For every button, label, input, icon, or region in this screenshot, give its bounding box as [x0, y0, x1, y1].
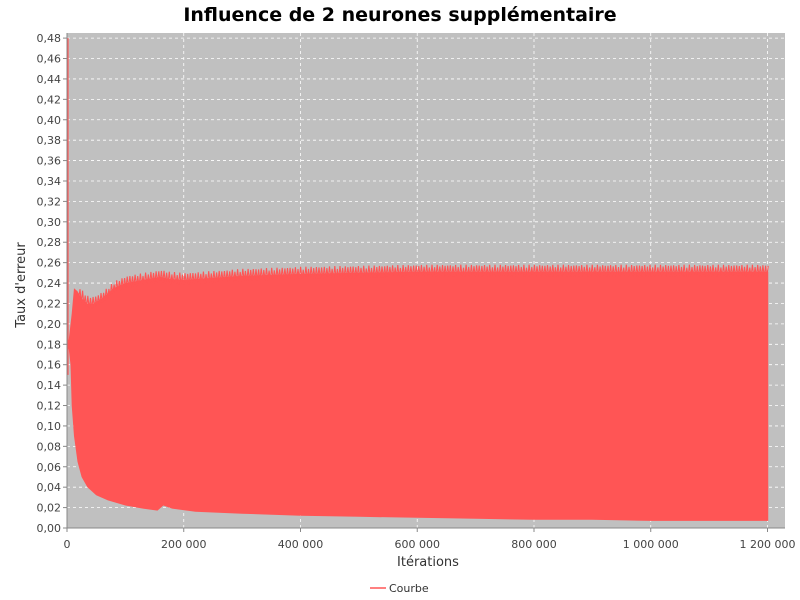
y-tick-label: 0,06 [37, 461, 62, 474]
y-tick-label: 0,48 [37, 32, 62, 45]
x-tick-label: 1 200 000 [739, 538, 795, 551]
y-tick-label: 0,22 [37, 297, 62, 310]
x-tick-label: 400 000 [278, 538, 324, 551]
y-tick-label: 0,02 [37, 502, 62, 515]
y-tick-label: 0,20 [37, 318, 62, 331]
y-tick-label: 0,10 [37, 420, 62, 433]
y-tick-label: 0,44 [37, 73, 62, 86]
y-tick-label: 0,08 [37, 440, 62, 453]
y-tick-label: 0,46 [37, 53, 62, 66]
y-tick-label: 0,24 [37, 277, 62, 290]
x-tick-label: 1 000 000 [623, 538, 679, 551]
y-tick-label: 0,38 [37, 134, 62, 147]
x-tick-label: 600 000 [394, 538, 440, 551]
x-tick-label: 0 [64, 538, 71, 551]
y-axis-label: Taux d'erreur [14, 242, 29, 329]
x-tick-label: 200 000 [161, 538, 207, 551]
y-tick-label: 0,26 [37, 257, 62, 270]
tick-labels: 0,00 0,02 0,04 0,06 0,08 0,10 0,12 0,14 0,16 0,18… [37, 32, 796, 551]
y-tick-label: 0,36 [37, 155, 62, 168]
y-tick-label: 0,12 [37, 400, 62, 413]
legend: Courbe [370, 582, 429, 595]
y-tick-label: 0,32 [37, 195, 62, 208]
y-tick-label: 0,40 [37, 114, 62, 127]
y-tick-label: 0,14 [37, 379, 62, 392]
series-peaks [78, 264, 769, 309]
y-tick-label: 0,18 [37, 338, 62, 351]
y-tick-label: 0,30 [37, 216, 62, 229]
y-tick-label: 0,42 [37, 93, 62, 106]
x-tick-label: 800 000 [511, 538, 557, 551]
y-tick-label: 0,04 [37, 481, 62, 494]
y-tick-label: 0,00 [37, 522, 62, 535]
y-tick-label: 0,16 [37, 359, 62, 372]
series-layer [67, 38, 769, 521]
axes [63, 33, 785, 532]
series-band [67, 271, 768, 521]
chart-title: Influence de 2 neurones supplémentaire [183, 4, 616, 26]
x-axis-label: Itérations [397, 555, 459, 570]
y-tick-label: 0,28 [37, 236, 62, 249]
legend-label: Courbe [389, 582, 429, 595]
y-tick-label: 0,34 [37, 175, 62, 188]
